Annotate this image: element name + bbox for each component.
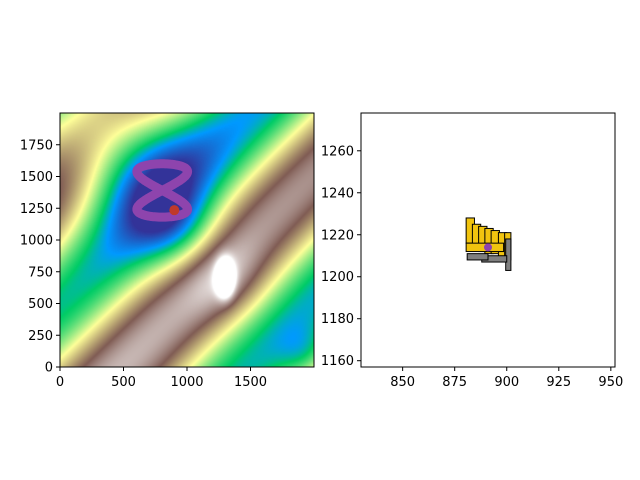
- current-position-marker: [169, 205, 180, 216]
- right-x-tick-label: 875: [442, 375, 467, 390]
- left-x-tick-label: 1500: [234, 375, 267, 390]
- right-x-tick-label: 950: [598, 375, 623, 390]
- box-mark: [466, 253, 489, 261]
- right-x-tick-label: 850: [390, 375, 415, 390]
- right-y-axis: 1160 1180 1200 1220 1240 1260: [321, 144, 361, 369]
- left-y-tick-label: 1500: [20, 170, 53, 185]
- left-x-axis: 0 500 1000 1500: [56, 367, 267, 390]
- trajectory-figure-eight: [132, 159, 193, 222]
- right-y-tick-label: 1200: [321, 270, 354, 285]
- right-x-tick-label: 925: [546, 375, 571, 390]
- left-y-tick-label: 500: [28, 297, 53, 312]
- position-marker: [484, 243, 492, 252]
- right-y-tick-label: 1160: [321, 354, 354, 369]
- right-x-tick-label: 900: [494, 375, 519, 390]
- right-panel: 850 875 900 925 950 1160 1180 1200 1220 1240 1260: [321, 112, 623, 390]
- right-y-tick-label: 1220: [321, 228, 354, 243]
- right-y-tick-label: 1240: [321, 186, 354, 201]
- left-x-tick-label: 500: [111, 375, 136, 390]
- left-y-tick-label: 1250: [20, 202, 53, 217]
- right-x-axis: 850 875 900 925 950: [390, 367, 623, 390]
- left-y-tick-label: 1000: [20, 234, 53, 249]
- left-y-tick-label: 0: [45, 361, 53, 376]
- box-cluster: [465, 217, 512, 271]
- left-y-tick-label: 750: [28, 265, 53, 280]
- left-y-tick-label: 250: [28, 329, 53, 344]
- box-mark: [505, 238, 512, 271]
- left-x-tick-label: 1000: [170, 375, 203, 390]
- right-axes-frame: [360, 112, 616, 368]
- right-y-tick-label: 1180: [321, 312, 354, 327]
- left-panel: 0 500 1000 1500 0 250 500 750 1000 1250 1500 1750: [20, 112, 315, 390]
- left-y-axis: 0 250 500 750 1000 1250 1500 1750: [20, 138, 60, 376]
- terrain-heatmap: [60, 113, 314, 367]
- right-y-tick-label: 1260: [321, 144, 354, 159]
- left-y-tick-label: 1750: [20, 138, 53, 153]
- left-x-tick-label: 0: [56, 375, 64, 390]
